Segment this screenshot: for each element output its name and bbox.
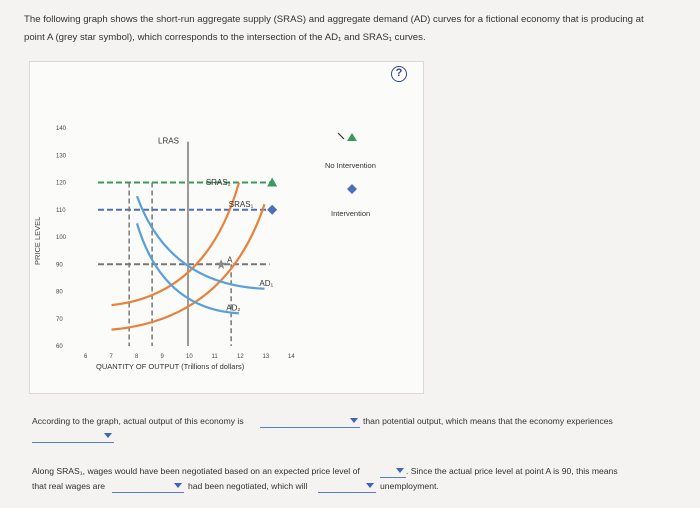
x-tick-label: 13	[263, 354, 270, 360]
point-a-star-icon	[216, 259, 227, 270]
intervention-diamond-icon	[267, 204, 278, 215]
y-axis-label: PRICE LEVEL	[33, 217, 42, 265]
sras1-label: SRAS₁	[229, 200, 254, 209]
legend-no-intervention-icon	[347, 133, 357, 141]
y-tick-label: 80	[56, 290, 63, 296]
y-tick-label: 130	[56, 153, 67, 159]
cursor-icon	[337, 132, 345, 140]
chevron-down-icon	[350, 418, 358, 423]
x-axis-label: QUANTITY OF OUTPUT (Trillions of dollars…	[96, 362, 245, 371]
x-tick-label: 12	[237, 354, 244, 360]
sras2-label: SRAS₂	[206, 178, 231, 187]
ad-curve-4	[135, 223, 240, 315]
question-part2-middle: . Since the actual price level at point …	[406, 466, 618, 476]
chevron-down-icon	[366, 483, 374, 488]
x-tick-label: 8	[135, 354, 139, 360]
sras-curve-2	[111, 203, 266, 331]
x-tick-label: 11	[212, 354, 219, 360]
x-tick-label: 6	[84, 354, 88, 360]
x-tick-label: 10	[186, 354, 193, 360]
chevron-down-icon	[104, 433, 112, 438]
help-icon[interactable]: ?	[391, 66, 407, 82]
question-part2-prefix: Along SRAS₁, wages would have been negot…	[32, 466, 360, 476]
graph-panel	[29, 61, 424, 394]
unemployment-effect-dropdown[interactable]	[318, 480, 376, 493]
y-tick-label: 60	[56, 344, 63, 350]
lras-label: LRAS	[158, 137, 179, 146]
chevron-down-icon	[396, 468, 404, 473]
no-intervention-triangle-icon	[267, 177, 278, 187]
y-tick-label: 110	[56, 208, 66, 214]
intro-line-2: point A (grey star symbol), which corres…	[24, 32, 426, 43]
intro-text: The following graph shows the short-run …	[24, 11, 664, 47]
y-tick-label: 100	[56, 235, 67, 241]
ad1-label: AD₁	[259, 279, 273, 288]
legend-intervention-icon	[347, 184, 357, 194]
question-part2-line2-middle: had been negotiated, which will	[188, 481, 308, 491]
expected-price-dropdown[interactable]	[380, 465, 406, 478]
intro-line-1: The following graph shows the short-run …	[24, 14, 644, 25]
question-part1-suffix: than potential output, which means that …	[363, 416, 613, 426]
x-tick-label: 14	[288, 354, 295, 360]
output-comparison-dropdown[interactable]	[260, 415, 360, 428]
real-wages-dropdown[interactable]	[112, 480, 184, 493]
x-tick-label: 7	[110, 354, 114, 360]
x-tick-label: 9	[161, 354, 165, 360]
chevron-down-icon	[174, 483, 182, 488]
ad2-label: AD₂	[226, 304, 240, 313]
question-part1-prefix: According to the graph, actual output of…	[32, 416, 244, 426]
legend-no-intervention-label: No Intervention	[325, 161, 376, 170]
point-a-label: A	[227, 255, 233, 264]
y-tick-label: 140	[56, 126, 67, 132]
economy-experiences-dropdown[interactable]	[32, 430, 114, 443]
sras-curve-1	[111, 182, 241, 307]
y-tick-label: 120	[56, 181, 67, 187]
ad-curve-3	[135, 195, 265, 290]
y-tick-label: 90	[56, 262, 63, 268]
question-part2-line2-prefix: that real wages are	[32, 481, 106, 491]
y-tick-label: 70	[56, 317, 63, 323]
legend-intervention-label: Intervention	[331, 209, 370, 218]
question-part2-line2-suffix: unemployment.	[380, 481, 439, 491]
